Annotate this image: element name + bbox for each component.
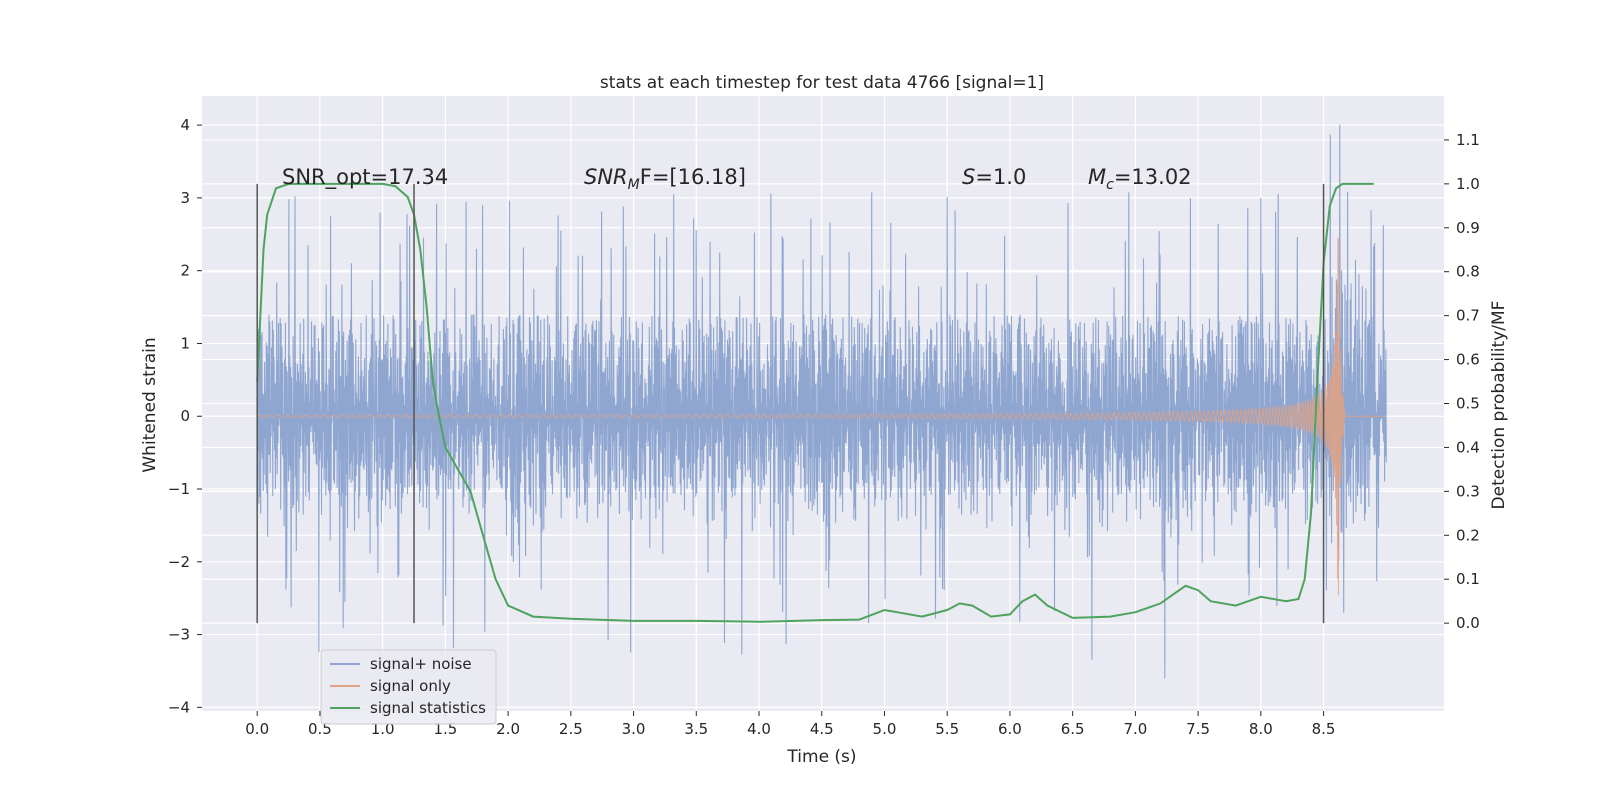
y-tick-label-6: 2 [180, 262, 190, 280]
annotation-mc: Mc=13.02 [1088, 165, 1192, 193]
legend-label-signal-statistics: signal statistics [370, 699, 486, 717]
x-tick-label-0: 0.0 [245, 720, 269, 738]
y-tick-label-1: −3 [168, 626, 190, 644]
y-right-tick-label-7: 0.7 [1456, 307, 1480, 325]
y-right-tick-label-8: 0.8 [1456, 263, 1480, 281]
annotation-snr-mf-symbol: SNR [584, 165, 628, 189]
x-tick-label-5: 2.5 [559, 720, 583, 738]
annotation-snr-mf-value: F=[16.18] [640, 165, 746, 189]
y-right-tick-label-6: 0.6 [1456, 351, 1480, 369]
annotation-mc-value: =13.02 [1114, 165, 1192, 189]
y-right-tick-label-1: 0.1 [1456, 570, 1480, 588]
annotation-mc-symbol: M [1088, 165, 1106, 189]
y-tick-label-7: 3 [180, 189, 190, 207]
x-tick-label-13: 6.5 [1061, 720, 1085, 738]
annotation-mc-subscript: c [1106, 177, 1114, 193]
x-tick-label-17: 8.5 [1312, 720, 1336, 738]
y-right-tick-label-4: 0.4 [1456, 438, 1480, 456]
y-axis-label: Whitened strain [140, 337, 160, 472]
x-tick-label-7: 3.5 [684, 720, 708, 738]
data-layer [256, 124, 1387, 679]
y-tick-label-5: 1 [180, 334, 190, 352]
y-tick-label-0: −4 [168, 698, 190, 716]
x-axis-label: Time (s) [786, 747, 856, 767]
y-right-tick-label-9: 0.9 [1456, 219, 1480, 237]
chart-title: stats at each timestep for test data 476… [600, 73, 1044, 93]
y-right-tick-label-11: 1.1 [1456, 131, 1480, 149]
legend-box [320, 649, 497, 725]
x-tick-label-4: 2.0 [496, 720, 520, 738]
annotation-snr-mf-subscript: M [628, 177, 640, 193]
annotation-s: S=1.0 [962, 165, 1026, 189]
series-signal-only [256, 237, 1387, 596]
y-right-tick-label-10: 1.0 [1456, 175, 1480, 193]
y-tick-label-4: 0 [180, 407, 190, 425]
y-tick-label-2: −2 [168, 553, 190, 571]
y-right-tick-label-0: 0.0 [1456, 614, 1480, 632]
y-axis-right-label: Detection probability/MF [1489, 301, 1509, 510]
x-tick-label-14: 7.0 [1123, 720, 1147, 738]
annotation-s-symbol: S [962, 165, 975, 189]
x-tick-label-8: 4.0 [747, 720, 771, 738]
legend: signal+ noise signal only signal statist… [320, 649, 497, 725]
legend-label-signal-noise: signal+ noise [370, 655, 472, 673]
y-right-tick-label-3: 0.3 [1456, 482, 1480, 500]
x-tick-label-10: 5.0 [873, 720, 897, 738]
x-tick-label-12: 6.0 [998, 720, 1022, 738]
y-right-tick-label-5: 0.5 [1456, 395, 1480, 413]
y-tick-label-3: −1 [168, 480, 190, 498]
series-signal-noise [256, 124, 1387, 679]
axes-layer: 0.0 0.5 1.0 1.5 2.0 2.5 3.0 3.5 4.0 4.5 5.0 5.5 6.0 6… [168, 116, 1480, 738]
x-tick-label-15: 7.5 [1186, 720, 1210, 738]
x-tick-label-9: 4.5 [810, 720, 834, 738]
legend-label-signal-only: signal only [370, 677, 451, 695]
annotation-snr-mf: SNRMF=[16.18] [584, 165, 746, 193]
y-tick-label-8: 4 [180, 116, 190, 134]
x-tick-label-6: 3.0 [622, 720, 646, 738]
annotation-snr-opt: SNR_opt=17.34 [282, 165, 448, 190]
annotation-s-value: =1.0 [975, 165, 1026, 189]
x-tick-label-11: 5.5 [935, 720, 959, 738]
x-tick-label-16: 8.0 [1249, 720, 1273, 738]
y-right-tick-label-2: 0.2 [1456, 526, 1480, 544]
